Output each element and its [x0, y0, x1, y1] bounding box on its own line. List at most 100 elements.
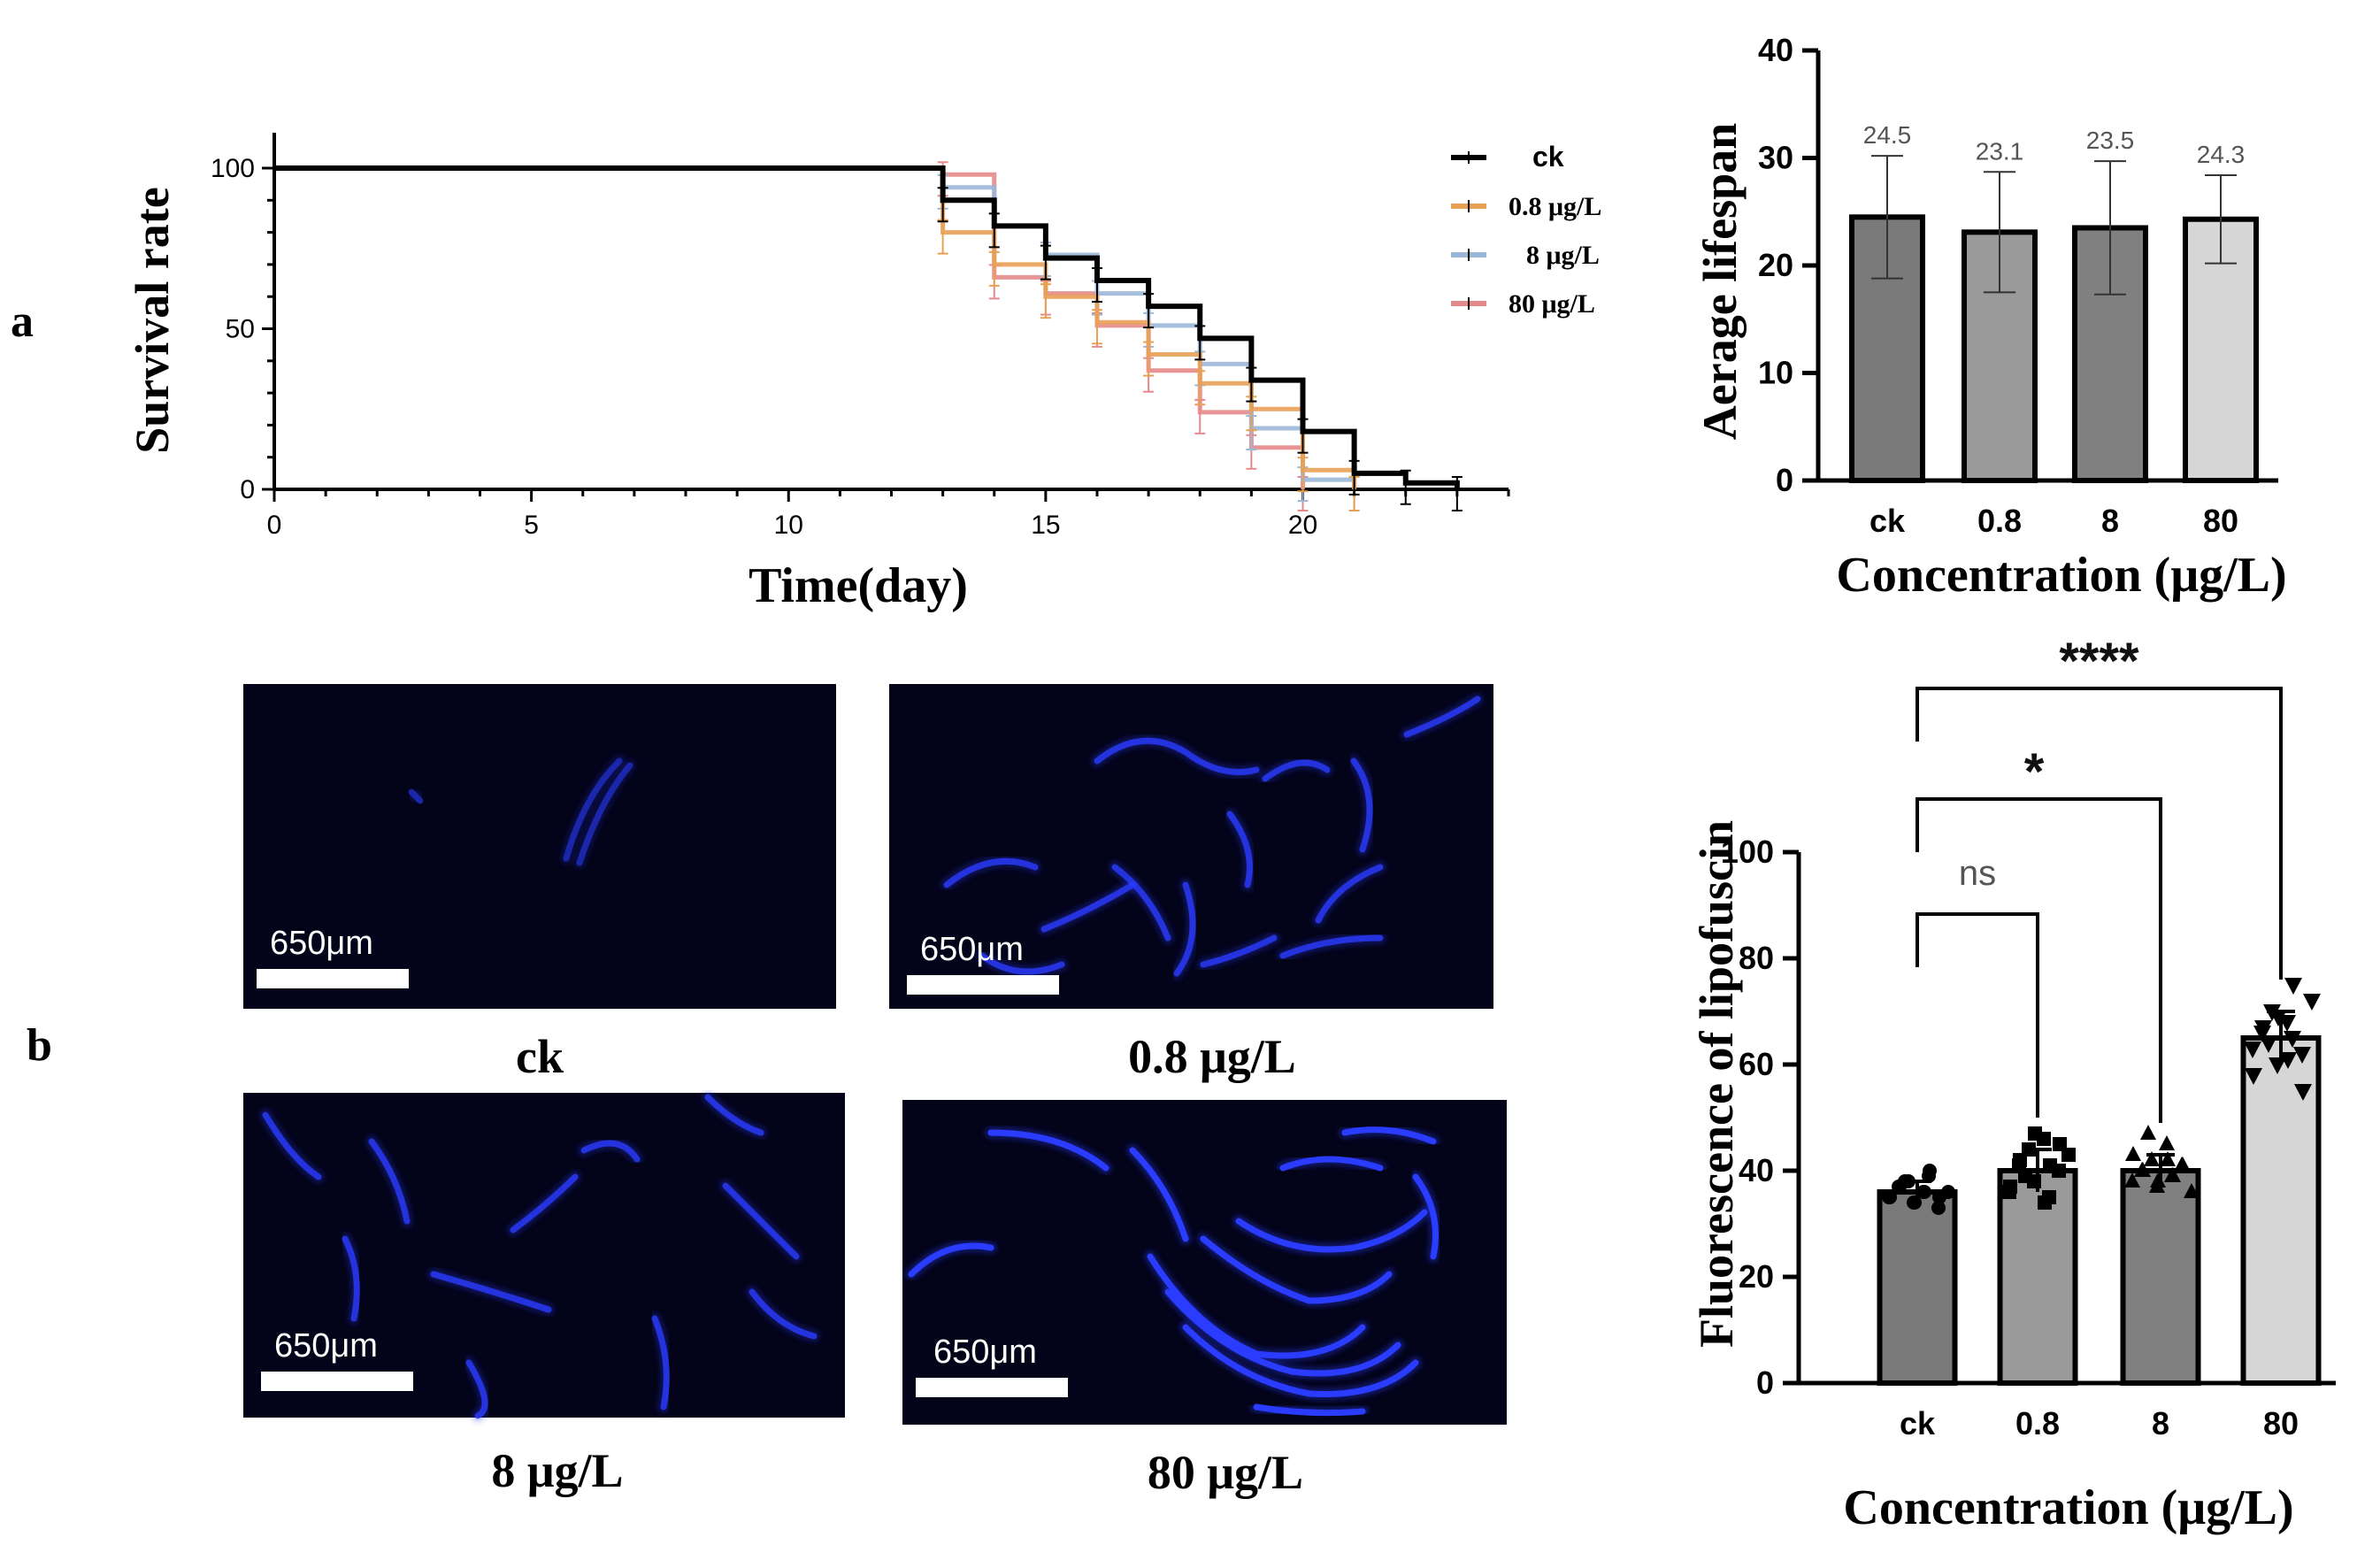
survival-xlabel: Time(day) — [749, 558, 968, 613]
lipofuscin-point — [2294, 1084, 2312, 1101]
lipofuscin-point — [2038, 1195, 2052, 1210]
lipofuscin-chart: Fluorescence of lipofuscin Concentration… — [1690, 633, 2336, 1535]
survival-x-tick-label: 5 — [524, 511, 539, 540]
worm — [722, 1182, 800, 1260]
worm — [908, 1242, 994, 1278]
worm — [1350, 757, 1373, 853]
survival-chart: Survival rate Time(day) 0 5 10 15 20 0 50 100 ck… — [126, 133, 1601, 613]
scale-bar-0.8 — [907, 975, 1059, 995]
worm — [408, 788, 424, 804]
caption-80: 80 μg/L — [1148, 1446, 1303, 1499]
legend-label-3: 80 μg/L — [1509, 289, 1595, 319]
lipofuscin-bar-80 — [2240, 1035, 2322, 1386]
worm — [430, 1271, 552, 1313]
worm — [262, 1111, 322, 1180]
worm — [465, 1359, 488, 1419]
lipofuscin-point — [1923, 1164, 1937, 1178]
lipofuscin-xlabel: Concentration (μg/L) — [1843, 1480, 2293, 1535]
worm — [651, 1315, 670, 1410]
lifespan-x-tick-label: ck — [1869, 503, 1906, 539]
legend-label-0: ck — [1532, 141, 1564, 173]
lipofuscin-point — [2124, 1172, 2140, 1188]
survival-x-tick-label: 20 — [1288, 511, 1317, 540]
lipofuscin-point — [2160, 1151, 2176, 1166]
worm — [1412, 1173, 1439, 1260]
micrograph-8-bg — [243, 1093, 845, 1418]
worm — [987, 1129, 1109, 1172]
lipofuscin-point — [2293, 1047, 2311, 1064]
scale-text-8: 650μm — [274, 1327, 378, 1364]
lipofuscin-point — [1917, 1185, 1931, 1199]
survival-y-tick-label: 100 — [211, 154, 255, 183]
worm — [580, 1140, 641, 1163]
worm — [1315, 864, 1384, 924]
worm — [943, 857, 1039, 888]
micrograph-8: 650μm 8 μg/L — [243, 1091, 845, 1497]
lifespan-value-label: 23.1 — [1976, 137, 2024, 165]
legend-label-1: 0.8 μg/L — [1509, 192, 1601, 221]
lifespan-ylabel: Aerage lifespan — [1693, 123, 1747, 440]
micrograph-ck-bg — [243, 684, 836, 1009]
worm — [1403, 696, 1481, 738]
lipofuscin-x-tick-label: ck — [1900, 1405, 1936, 1441]
lipofuscin-x-tick-label: 0.8 — [2015, 1405, 2060, 1441]
lifespan-x-tick-label: 80 — [2203, 503, 2238, 539]
worm — [749, 1288, 818, 1340]
worm — [1040, 881, 1136, 933]
significance-label-1: * — [2024, 743, 2045, 801]
worm — [1111, 864, 1171, 942]
lifespan-y-tick-label: 40 — [1758, 32, 1793, 68]
micrograph-80-bg — [902, 1100, 1507, 1425]
lipofuscin-point — [2028, 1126, 2042, 1141]
lifespan-value-label: 23.5 — [2086, 127, 2135, 154]
lipofuscin-point — [2303, 994, 2321, 1011]
lipofuscin-bar-8 — [2120, 1168, 2201, 1386]
lifespan-xlabel: Concentration (μg/L) — [1836, 548, 2286, 603]
survival-series-0 — [274, 165, 1460, 489]
lifespan-bar-ck — [1849, 214, 1925, 483]
worm — [1129, 1147, 1189, 1242]
caption-8: 8 μg/L — [491, 1444, 623, 1497]
worm — [1200, 934, 1278, 968]
survival-ylabel: Survival rate — [126, 187, 179, 453]
caption-ck: ck — [516, 1030, 564, 1083]
survival-series-1 — [274, 165, 1357, 489]
panel-label-b: b — [27, 1020, 52, 1071]
significance-bracket-2 — [1916, 687, 2283, 980]
lipofuscin-point — [2018, 1169, 2032, 1183]
scale-text-ck: 650μm — [270, 925, 373, 962]
lipofuscin-y-tick-label: 80 — [1739, 940, 1774, 976]
lipofuscin-point — [2279, 1052, 2297, 1069]
lipofuscin-x-tick-label: 8 — [2152, 1405, 2169, 1441]
worm — [1226, 811, 1253, 888]
lipofuscin-point — [1883, 1190, 1897, 1204]
lifespan-x-tick-label: 0.8 — [1977, 503, 2022, 539]
lipofuscin-point — [2125, 1146, 2141, 1161]
lipofuscin-point — [2053, 1137, 2067, 1151]
survival-series-2 — [274, 165, 1357, 489]
scale-bar-ck — [257, 969, 409, 988]
lifespan-value-label: 24.3 — [2197, 141, 2246, 168]
lipofuscin-point — [2003, 1180, 2017, 1194]
worm — [1279, 934, 1384, 959]
significance-label-2: **** — [2059, 633, 2139, 690]
lipofuscin-point — [2144, 1151, 2160, 1166]
significance-bracket-0 — [1916, 912, 2039, 1118]
worm — [979, 952, 1065, 975]
lipofuscin-point — [2140, 1125, 2156, 1140]
lipofuscin-y-tick-label: 60 — [1739, 1046, 1774, 1082]
lipofuscin-point — [2135, 1162, 2151, 1177]
micrograph-ck: 650μm ck — [243, 684, 836, 1083]
lipofuscin-point — [2165, 1167, 2181, 1182]
caption-0.8: 0.8 μg/L — [1128, 1030, 1296, 1083]
lipofuscin-ylabel: Fluorescence of lipofuscin — [1690, 820, 1743, 1348]
lipofuscin-point — [2245, 1068, 2262, 1085]
lipofuscin-point — [2284, 1031, 2301, 1048]
survival-x-tick-label: 0 — [267, 511, 282, 540]
scale-bar-8 — [261, 1372, 413, 1391]
significance-label-0: ns — [1959, 854, 1996, 893]
scale-text-80: 650μm — [933, 1334, 1037, 1371]
lipofuscin-x-tick-label: 80 — [2263, 1405, 2299, 1441]
lipofuscin-bar-ck — [1877, 1189, 1958, 1386]
